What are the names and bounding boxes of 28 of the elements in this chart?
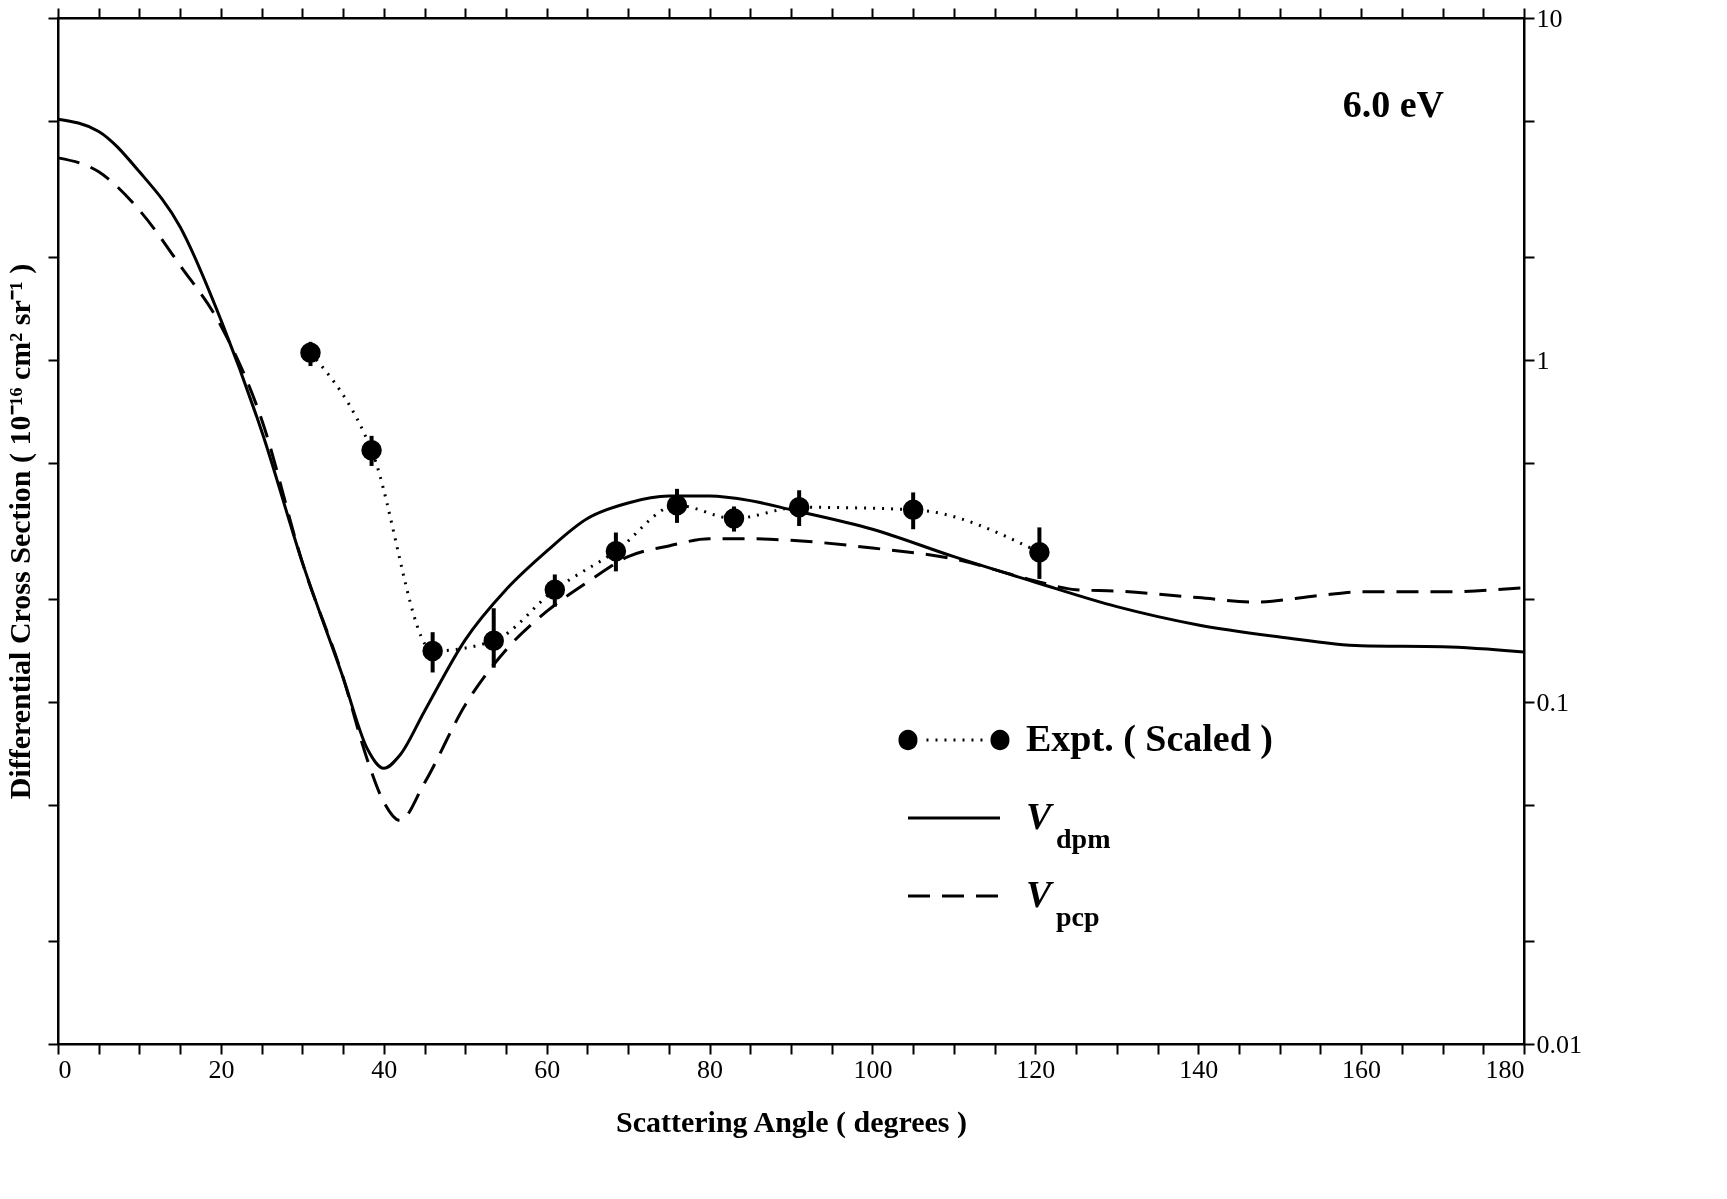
y-tick-label: 10 — [1536, 3, 1563, 33]
y-tick-label: 0.1 — [1536, 687, 1569, 717]
x-tick-label: 40 — [371, 1054, 398, 1084]
x-tick-label: 80 — [697, 1054, 724, 1084]
x-tick-label: 100 — [853, 1054, 893, 1084]
x-tick-label: 180 — [1485, 1054, 1525, 1084]
point — [1029, 542, 1050, 563]
point — [361, 439, 382, 461]
y-axis-title: Differential Cross Section ( 10⁻¹⁶ cm² sr⁻¹ ) — [2, 263, 37, 800]
x-tick-label: 120 — [1016, 1054, 1056, 1084]
x-tick-label: 160 — [1342, 1054, 1382, 1084]
point — [666, 495, 688, 516]
point — [422, 640, 443, 662]
point — [723, 508, 745, 529]
point — [605, 540, 627, 562]
point — [483, 630, 504, 652]
x-tick-label: 60 — [534, 1054, 561, 1084]
point — [544, 579, 566, 600]
point — [902, 499, 924, 520]
y-tick-label: 0.01 — [1536, 1029, 1582, 1059]
x-tick-label: 0 — [58, 1054, 72, 1084]
x-tick-label: 20 — [208, 1054, 235, 1084]
x-tick-label: 140 — [1179, 1054, 1219, 1084]
annotation: 6.0 eV — [1342, 83, 1445, 125]
x-axis-title: Scattering Angle ( degrees ) — [615, 1104, 968, 1139]
point — [300, 342, 321, 363]
y-tick-label: 1 — [1536, 345, 1550, 375]
legend-label: Expt. ( Scaled ) — [1026, 717, 1273, 760]
